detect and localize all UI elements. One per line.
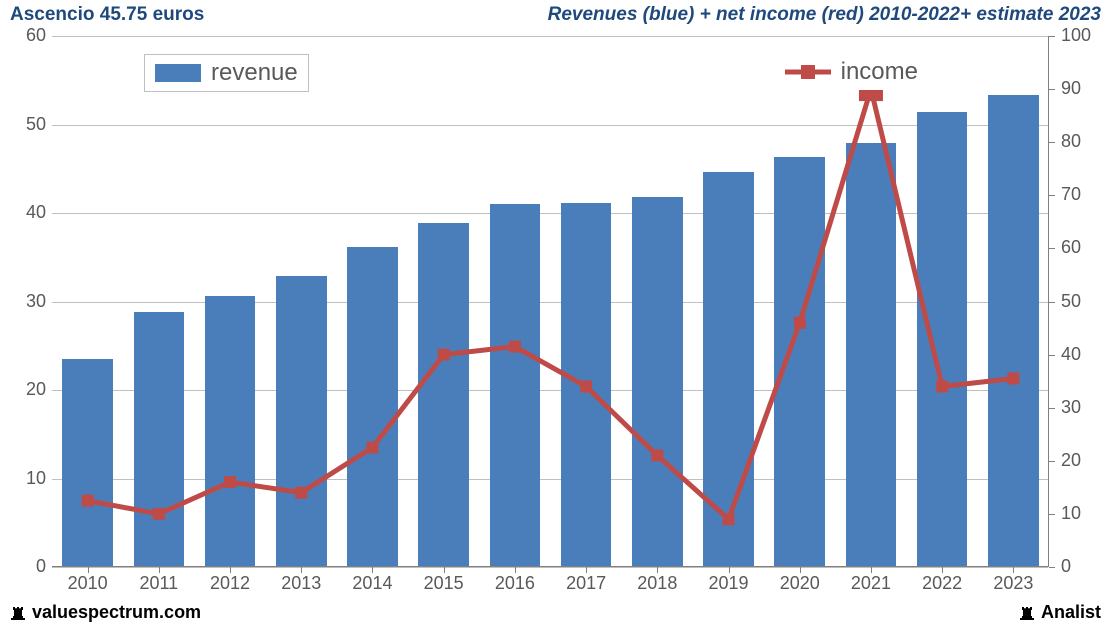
line-marker (224, 476, 236, 488)
x-tickmark (515, 567, 516, 573)
x-tick-label: 2013 (266, 573, 337, 594)
x-tick-label: 2019 (693, 573, 764, 594)
x-tickmark (444, 567, 445, 573)
line-marker (936, 380, 948, 392)
x-tick-label: 2014 (337, 573, 408, 594)
y-left-tick-label: 20 (10, 379, 46, 400)
y-right-tick-label: 20 (1061, 450, 1081, 471)
y-right-tickmark (1049, 514, 1055, 515)
legend-label-revenue: revenue (211, 59, 298, 87)
x-tickmark (301, 567, 302, 573)
legend-revenue: revenue (144, 54, 309, 92)
x-tick-label: 2017 (551, 573, 622, 594)
line-marker (82, 495, 94, 507)
x-tickmark (800, 567, 801, 573)
y-left-tick-label: 10 (10, 468, 46, 489)
y-right-tick-label: 50 (1061, 291, 1081, 312)
legend-swatch-line (785, 63, 831, 81)
line-marker (580, 380, 592, 392)
line-marker (295, 487, 307, 499)
x-tickmark (871, 567, 872, 573)
x-tick-label: 2016 (479, 573, 550, 594)
x-tick-label: 2015 (408, 573, 479, 594)
rook-icon (1019, 603, 1035, 621)
x-tickmark (372, 567, 373, 573)
gridline (52, 567, 1048, 568)
y-right-tickmark (1049, 36, 1055, 37)
y-right-tick-label: 10 (1061, 503, 1081, 524)
header-title-left: Ascencio 45.75 euros (10, 4, 204, 26)
x-tickmark (942, 567, 943, 573)
line-marker (723, 513, 735, 525)
y-right-tickmark (1049, 567, 1055, 568)
y-right-tickmark (1049, 355, 1055, 356)
x-tick-label: 2012 (194, 573, 265, 594)
line-series (52, 36, 1049, 567)
x-tick-label: 2011 (123, 573, 194, 594)
y-right-tick-label: 60 (1061, 237, 1081, 258)
x-tick-label: 2020 (764, 573, 835, 594)
x-tickmark (657, 567, 658, 573)
y-left-tick-label: 60 (10, 25, 46, 46)
line-marker (438, 349, 450, 361)
x-tick-label: 2023 (978, 573, 1049, 594)
y-right-tickmark (1049, 195, 1055, 196)
y-right-tickmark (1049, 89, 1055, 90)
footer-brand-left: valuespectrum.com (10, 602, 201, 623)
x-tickmark (1013, 567, 1014, 573)
y-right-tick-label: 0 (1061, 556, 1071, 577)
y-right-tickmark (1049, 302, 1055, 303)
x-tickmark (729, 567, 730, 573)
x-tick-label: 2021 (835, 573, 906, 594)
line-marker (509, 341, 521, 353)
y-right-tick-label: 30 (1061, 397, 1081, 418)
footer-right-text: Analist (1041, 602, 1101, 623)
x-tick-label: 2022 (907, 573, 978, 594)
plot-area: revenue income (52, 36, 1049, 567)
legend-income: income (775, 54, 928, 90)
y-left-tick-label: 30 (10, 291, 46, 312)
header-title-right: Revenues (blue) + net income (red) 2010-… (548, 4, 1101, 26)
line-marker (153, 508, 165, 520)
footer-brand-right: Analist (1019, 602, 1101, 623)
rook-icon (10, 603, 26, 621)
x-tick-label: 2010 (52, 573, 123, 594)
x-tickmark (88, 567, 89, 573)
y-right-tickmark (1049, 248, 1055, 249)
footer-left-text: valuespectrum.com (32, 602, 201, 623)
y-right-tickmark (1049, 408, 1055, 409)
x-tickmark (586, 567, 587, 573)
y-left-tick-label: 50 (10, 114, 46, 135)
y-right-tick-label: 80 (1061, 131, 1081, 152)
x-tickmark (159, 567, 160, 573)
y-right-tick-label: 40 (1061, 344, 1081, 365)
legend-label-income: income (841, 58, 918, 86)
y-right-tickmark (1049, 461, 1055, 462)
x-tick-label: 2018 (622, 573, 693, 594)
x-tickmark (230, 567, 231, 573)
y-right-tick-label: 90 (1061, 78, 1081, 99)
y-right-tick-label: 100 (1061, 25, 1091, 46)
legend-swatch-bar (155, 64, 201, 82)
line-marker (1007, 372, 1019, 384)
line-marker (651, 449, 663, 461)
y-right-tickmark (1049, 142, 1055, 143)
y-left-tick-label: 40 (10, 202, 46, 223)
y-right-tick-label: 70 (1061, 184, 1081, 205)
y-left-tick-label: 0 (10, 556, 46, 577)
chart-area: revenue income 0 10 20 30 40 50 60 0 10 20 30 40 50 60 7… (10, 28, 1101, 597)
line-marker (366, 442, 378, 454)
line-marker (794, 317, 806, 329)
